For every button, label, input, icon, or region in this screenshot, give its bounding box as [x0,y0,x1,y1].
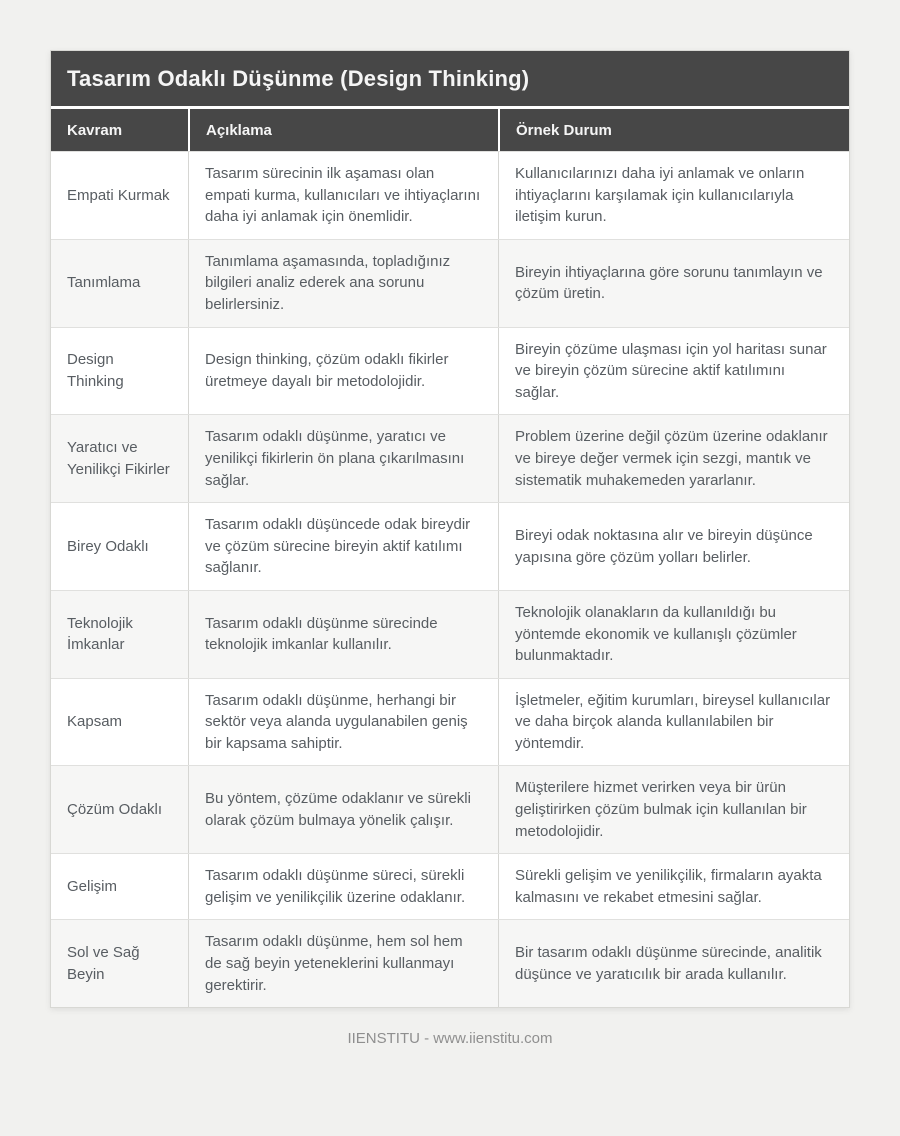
table-row: Gelişim Tasarım odaklı düşünme süreci, s… [51,853,849,920]
kavram-cell: Çözüm Odaklı [67,801,163,819]
table-header-row: Kavram Açıklama Örnek Durum [51,109,849,151]
ornek-durum-cell: Problem üzerine değil çözüm üzerine odak… [498,415,849,503]
kavram-cell: Empati Kurmak [67,186,170,204]
table-row: Sol ve Sağ Beyin Tasarım odaklı düşünme,… [51,919,849,1008]
aciklama-cell: Tasarım odaklı düşünme sürecinde teknolo… [188,590,498,678]
aciklama-cell: Tasarım sürecinin ilk aşaması olan empat… [188,152,498,239]
aciklama-cell: Tanımlama aşamasında, topladığınız bilgi… [188,239,498,327]
aciklama-cell: Tasarım odaklı düşünme, hem sol hem de s… [188,920,498,1008]
kavram-cell: Gelişim [67,878,118,896]
kavram-cell: Birey Odaklı [67,537,149,555]
column-header-ornek-durum: Örnek Durum [498,109,849,151]
table-row: Teknolojik İmkanlar Tasarım odaklı düşün… [51,589,849,678]
ornek-durum-cell: Bireyin çözüme ulaşması için yol haritas… [498,327,849,415]
kavram-cell: Yaratıcı ve Yenilikçi Fikirler [67,439,170,478]
ornek-durum-cell: Teknolojik olanakların da kullanıldığı b… [498,590,849,678]
page-title: Tasarım Odaklı Düşünme (Design Thinking) [67,65,530,91]
kavram-cell: Kapsam [67,713,123,731]
aciklama-cell: Design thinking, çözüm odaklı fikirler ü… [188,327,498,415]
ornek-durum-cell: Bireyin ihtiyaçlarına göre sorunu tanıml… [498,239,849,327]
title-bar: Tasarım Odaklı Düşünme (Design Thinking) [51,51,849,109]
kavram-cell: Teknolojik İmkanlar [67,614,133,654]
ornek-durum-cell: Sürekli gelişim ve yenilikçilik, firmala… [498,854,849,920]
table-row: Çözüm Odaklı Bu yöntem, çözüme odaklanır… [51,765,849,854]
table-row: Yaratıcı ve Yenilikçi Fikirler Tasarım o… [51,414,849,503]
ornek-durum-cell: Bir tasarım odaklı düşünme sürecinde, an… [498,920,849,1008]
kavram-cell: Design Thinking [67,351,124,390]
kavram-cell: Tanımlama [67,274,141,292]
aciklama-cell: Tasarım odaklı düşünme, herhangi bir sek… [188,678,498,766]
aciklama-cell: Tasarım odaklı düşünme, yaratıcı ve yeni… [188,415,498,503]
table-row: Birey Odaklı Tasarım odaklı düşüncede od… [51,502,849,590]
table-row: Empati Kurmak Tasarım sürecinin ilk aşam… [51,151,849,239]
design-thinking-table-card: Tasarım Odaklı Düşünme (Design Thinking)… [50,50,850,1009]
aciklama-cell: Bu yöntem, çözüme odaklanır ve sürekli o… [188,766,498,854]
table-row: Kapsam Tasarım odaklı düşünme, herhangi … [51,677,849,766]
aciklama-cell: Tasarım odaklı düşünme süreci, sürekli g… [188,854,498,920]
kavram-cell: Sol ve Sağ Beyin [67,944,140,983]
aciklama-cell: Tasarım odaklı düşüncede odak bireydir v… [188,503,498,590]
table-row: Design Thinking Design thinking, çözüm o… [51,326,849,415]
column-header-aciklama: Açıklama [188,109,498,151]
footer-credit: IIENSTITU - www.iienstitu.com [347,1030,553,1048]
ornek-durum-cell: İşletmeler, eğitim kurumları, bireysel k… [498,678,849,766]
table-row: Tanımlama Tanımlama aşamasında, topladığ… [51,238,849,327]
table-body: Empati Kurmak Tasarım sürecinin ilk aşam… [51,151,849,1008]
ornek-durum-cell: Müşterilere hizmet verirken veya bir ürü… [498,766,849,854]
ornek-durum-cell: Bireyi odak noktasına alır ve bireyin dü… [498,503,849,590]
column-header-kavram: Kavram [67,121,123,139]
ornek-durum-cell: Kullanıcılarınızı daha iyi anlamak ve on… [498,152,849,239]
